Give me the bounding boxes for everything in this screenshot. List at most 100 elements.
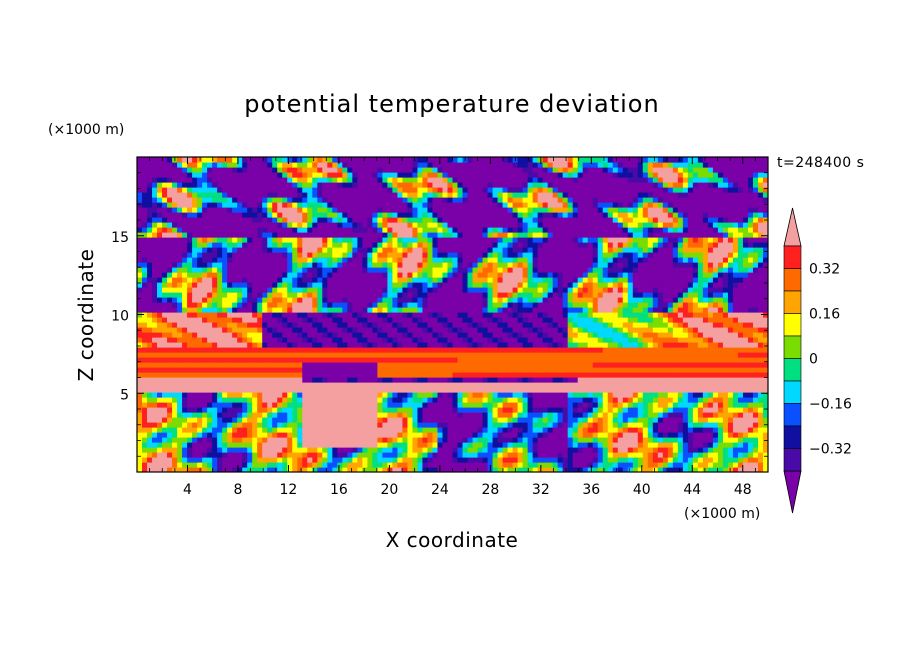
field-cell [547, 357, 554, 363]
field-cell [752, 362, 759, 368]
field-cell [727, 427, 734, 433]
field-cell [157, 332, 163, 338]
field-cell [327, 467, 333, 472]
field-cell [427, 437, 434, 443]
field-cell [447, 412, 454, 418]
field-cell [277, 357, 283, 363]
field-cell [227, 432, 233, 438]
field-cell [672, 277, 679, 283]
field-cell [147, 402, 153, 408]
field-cell [607, 372, 614, 378]
field-cell [207, 322, 213, 328]
field-cell [367, 452, 373, 458]
field-cell [472, 332, 479, 338]
field-cell [437, 422, 444, 428]
field-cell [297, 387, 303, 393]
field-cell [417, 337, 424, 343]
field-cell [697, 452, 704, 458]
field-cell [622, 442, 629, 448]
field-cell [567, 287, 574, 293]
field-cell [587, 297, 594, 303]
field-cell [272, 312, 278, 318]
field-cell [312, 357, 318, 363]
field-cell [447, 407, 454, 413]
field-cell [332, 292, 338, 298]
field-cell [362, 442, 368, 448]
field-cell [462, 437, 469, 443]
field-cell [187, 362, 193, 368]
field-cell [147, 322, 153, 328]
field-cell [527, 342, 534, 348]
field-cell [552, 407, 559, 413]
field-cell [337, 422, 343, 428]
field-cell [637, 347, 644, 353]
field-cell [607, 297, 614, 303]
field-cell [317, 302, 323, 308]
field-cell [397, 302, 404, 308]
field-cell [727, 402, 734, 408]
field-cell [592, 327, 599, 333]
field-cell [272, 432, 278, 438]
field-cell [297, 347, 303, 353]
field-cell [397, 277, 404, 283]
field-cell [732, 342, 739, 348]
field-cell [342, 312, 348, 318]
field-cell [402, 467, 409, 472]
field-cell [342, 372, 348, 378]
field-cell [137, 432, 143, 438]
field-cell [702, 427, 709, 433]
field-cell [657, 332, 664, 338]
field-cell [452, 317, 459, 323]
field-cell [357, 412, 363, 418]
field-cell [537, 387, 544, 393]
field-cell [597, 432, 604, 438]
field-cell [197, 282, 203, 288]
field-cell [182, 307, 188, 313]
field-cell [747, 372, 754, 378]
field-cell [542, 362, 549, 368]
field-cell [737, 332, 744, 338]
field-cell [272, 342, 278, 348]
field-cell [667, 382, 674, 388]
field-cell [527, 362, 534, 368]
field-cell [507, 297, 514, 303]
field-cell [607, 437, 614, 443]
field-cell [427, 277, 434, 283]
field-cell [427, 327, 434, 333]
field-cell [317, 307, 323, 313]
field-cell [542, 392, 549, 398]
field-cell [437, 447, 444, 453]
field-cell [212, 402, 218, 408]
field-cell [377, 307, 383, 313]
field-cell [562, 437, 569, 443]
field-cell [237, 337, 243, 343]
field-cell [377, 352, 383, 358]
field-cell [632, 282, 639, 288]
field-cell [537, 402, 544, 408]
field-cell [457, 287, 464, 293]
field-cell [337, 457, 343, 463]
field-cell [512, 372, 519, 378]
field-cell [327, 372, 333, 378]
field-cell [237, 412, 243, 418]
field-cell [407, 432, 414, 438]
field-cell [217, 317, 223, 323]
field-cell [492, 312, 499, 318]
field-cell [492, 332, 499, 338]
field-cell [332, 307, 338, 313]
field-cell [157, 467, 163, 472]
field-cell [497, 312, 504, 318]
field-cell [597, 462, 604, 468]
field-cell [497, 467, 504, 472]
field-cell [667, 352, 674, 358]
field-cell [637, 327, 644, 333]
field-cell [672, 332, 679, 338]
field-cell [682, 342, 689, 348]
field-cell [702, 302, 709, 308]
field-cell [332, 447, 338, 453]
field-cell [297, 342, 303, 348]
field-cell [717, 307, 724, 313]
field-cell [357, 277, 363, 283]
field-cell [602, 462, 609, 468]
field-cell [587, 442, 594, 448]
